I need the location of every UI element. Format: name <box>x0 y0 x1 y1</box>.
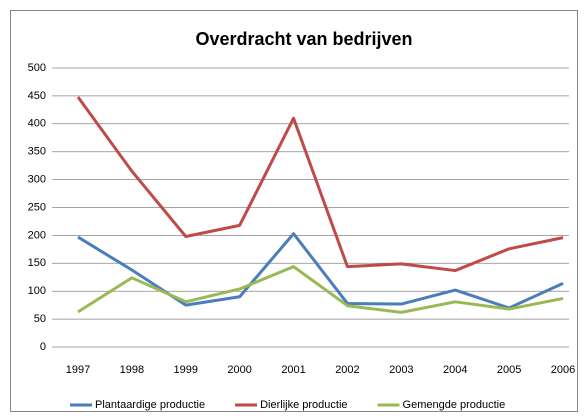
y-tick-label: 450 <box>28 90 46 102</box>
line-series <box>76 96 564 273</box>
y-tick-label: 350 <box>28 146 46 158</box>
x-tick-label: 2005 <box>497 364 521 376</box>
y-tick-label: 150 <box>28 257 46 269</box>
x-tick-label: 2000 <box>227 364 251 376</box>
x-tick-label: 2006 <box>551 364 575 376</box>
x-tick-label: 2002 <box>335 364 359 376</box>
x-tick-label: 1999 <box>174 364 198 376</box>
line-series <box>77 265 564 314</box>
y-tick-label: 0 <box>40 341 46 353</box>
x-tick-label: 2001 <box>281 364 305 376</box>
y-tick-label: 250 <box>28 201 46 213</box>
y-tick-label: 400 <box>28 118 46 130</box>
y-tick-label: 100 <box>28 285 46 297</box>
chart-title: Overdracht van bedrijven <box>195 29 412 49</box>
line-series <box>77 232 564 310</box>
chart-border <box>10 10 578 412</box>
legend-label: Plantaardige productie <box>95 399 205 411</box>
y-tick-label: 300 <box>28 174 46 186</box>
legend-label: Dierlijke productie <box>260 399 347 411</box>
y-tick-label: 50 <box>34 313 46 325</box>
x-tick-label: 1997 <box>66 364 90 376</box>
legend-label: Gemengde productie <box>403 399 506 411</box>
x-tick-label: 2004 <box>443 364 467 376</box>
x-tick-label: 1998 <box>120 364 144 376</box>
y-tick-label: 500 <box>28 62 46 74</box>
y-tick-label: 200 <box>28 229 46 241</box>
x-tick-label: 2003 <box>389 364 413 376</box>
